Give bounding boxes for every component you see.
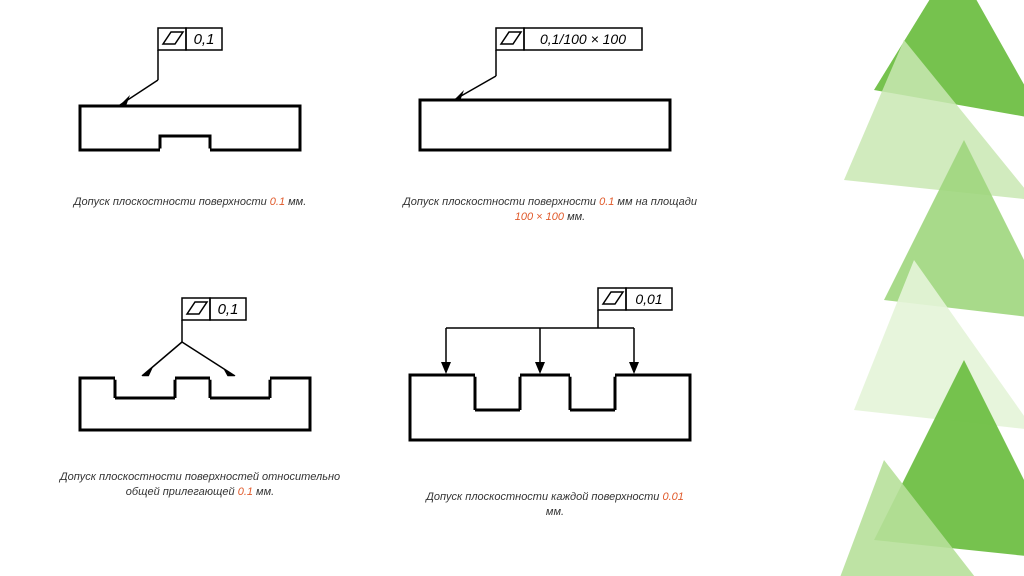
frame-value: 0,1/100 × 100 bbox=[540, 31, 626, 47]
frame-value: 0,1 bbox=[194, 31, 215, 48]
caption-suffix: мм. bbox=[546, 506, 564, 518]
caption-bottom-left: Допуск плоскостности поверхностей относи… bbox=[50, 470, 350, 501]
caption-suffix: мм. bbox=[285, 196, 306, 208]
caption-value: 0.1 bbox=[238, 486, 253, 498]
frame-value: 0,1 bbox=[218, 301, 239, 318]
slide: 0,1 Допуск плоскостности поверхности 0.1… bbox=[0, 0, 1024, 576]
caption-suffix: мм. bbox=[253, 486, 274, 498]
caption-mid: мм на площади bbox=[614, 196, 697, 208]
caption-top-right: Допуск плоскостности поверхности 0.1 мм … bbox=[400, 195, 700, 226]
caption-text: Допуск плоскостности каждой поверхности bbox=[426, 491, 662, 503]
diagram-bottom-left: 0,1 bbox=[60, 290, 340, 450]
caption-bottom-right: Допуск плоскостности каждой поверхности … bbox=[420, 490, 690, 521]
diagram-bottom-right: 0,01 bbox=[390, 280, 720, 460]
caption-value: 0.1 bbox=[599, 196, 614, 208]
caption-value: 0.1 bbox=[270, 196, 285, 208]
diagram-top-left: 0,1 bbox=[60, 20, 320, 160]
caption-top-left: Допуск плоскостности поверхности 0.1 мм. bbox=[50, 195, 330, 210]
decor-triangles bbox=[704, 0, 1024, 576]
caption-text: Допуск плоскостности поверхностей относи… bbox=[60, 471, 340, 498]
caption-suffix: мм. bbox=[564, 211, 585, 223]
caption-text: Допуск плоскостности поверхности bbox=[74, 196, 270, 208]
diagram-top-right: 0,1/100 × 100 bbox=[400, 20, 700, 160]
caption-text: Допуск плоскостности поверхности bbox=[403, 196, 599, 208]
caption-value: 0.01 bbox=[662, 491, 683, 503]
caption-value2: 100 × 100 bbox=[515, 211, 564, 223]
frame-value: 0,01 bbox=[635, 291, 662, 307]
